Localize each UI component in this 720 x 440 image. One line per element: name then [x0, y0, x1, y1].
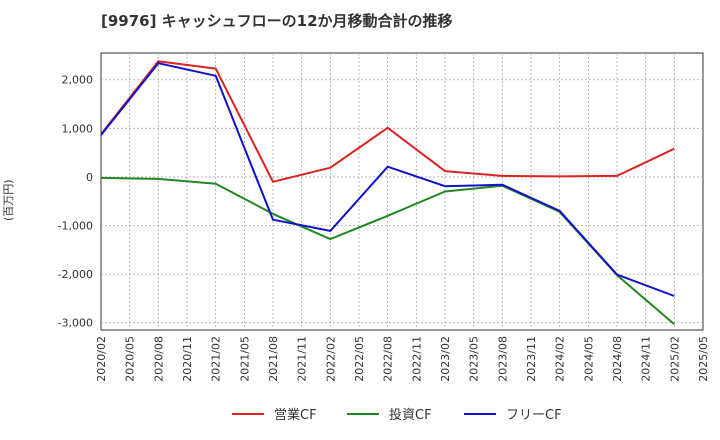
y-tick-label: -2,000 — [58, 268, 93, 281]
legend-label: 投資CF — [389, 407, 432, 423]
x-tick-label: 2025/02 — [668, 336, 681, 382]
grid-layer — [100, 52, 704, 331]
x-tick-label: 2020/02 — [95, 336, 108, 382]
axis-layer: 2020/02 2020/05 2020/08 2020/11 2021/02 2021/… — [58, 74, 710, 382]
plot-frame — [100, 52, 704, 331]
x-tick-label: 2024/11 — [640, 336, 653, 382]
x-tick-label: 2023/08 — [496, 336, 509, 382]
x-tick-label: 2023/02 — [439, 336, 452, 382]
x-tick-label: 2024/05 — [582, 336, 595, 382]
x-tick-label: 2023/05 — [468, 336, 481, 382]
x-tick-label: 2023/11 — [525, 336, 538, 382]
chart-title: [9976] キャッシュフローの12か月移動合計の推移 — [101, 12, 453, 30]
series-layer — [100, 60, 675, 325]
y-tick-label: -3,000 — [58, 317, 93, 330]
x-tick-label: 2025/05 — [697, 336, 710, 382]
x-tick-label: 2021/08 — [267, 336, 280, 382]
x-tick-label: 2020/05 — [124, 336, 137, 382]
legend: 営業CF 投資CF フリーCF — [232, 407, 562, 423]
series-line — [100, 60, 675, 183]
y-tick-label: 0 — [86, 171, 93, 184]
x-tick-label: 2024/02 — [554, 336, 567, 382]
series-line — [100, 62, 675, 297]
legend-label: 営業CF — [274, 407, 317, 423]
x-tick-label: 2020/08 — [152, 336, 165, 382]
legend-label: フリーCF — [506, 408, 562, 423]
y-tick-label: 1,000 — [62, 122, 94, 135]
y-tick-label: 2,000 — [62, 74, 94, 87]
x-tick-label: 2022/02 — [324, 336, 337, 382]
x-tick-label: 2022/08 — [382, 336, 395, 382]
x-tick-label: 2022/11 — [410, 336, 423, 382]
x-tick-label: 2020/11 — [181, 336, 194, 382]
x-tick-label: 2021/11 — [296, 336, 309, 382]
x-tick-label: 2021/02 — [210, 336, 223, 382]
x-tick-label: 2024/08 — [611, 336, 624, 382]
x-tick-label: 2021/05 — [238, 336, 251, 382]
x-tick-label: 2022/05 — [353, 336, 366, 382]
y-tick-label: -1,000 — [58, 220, 93, 233]
